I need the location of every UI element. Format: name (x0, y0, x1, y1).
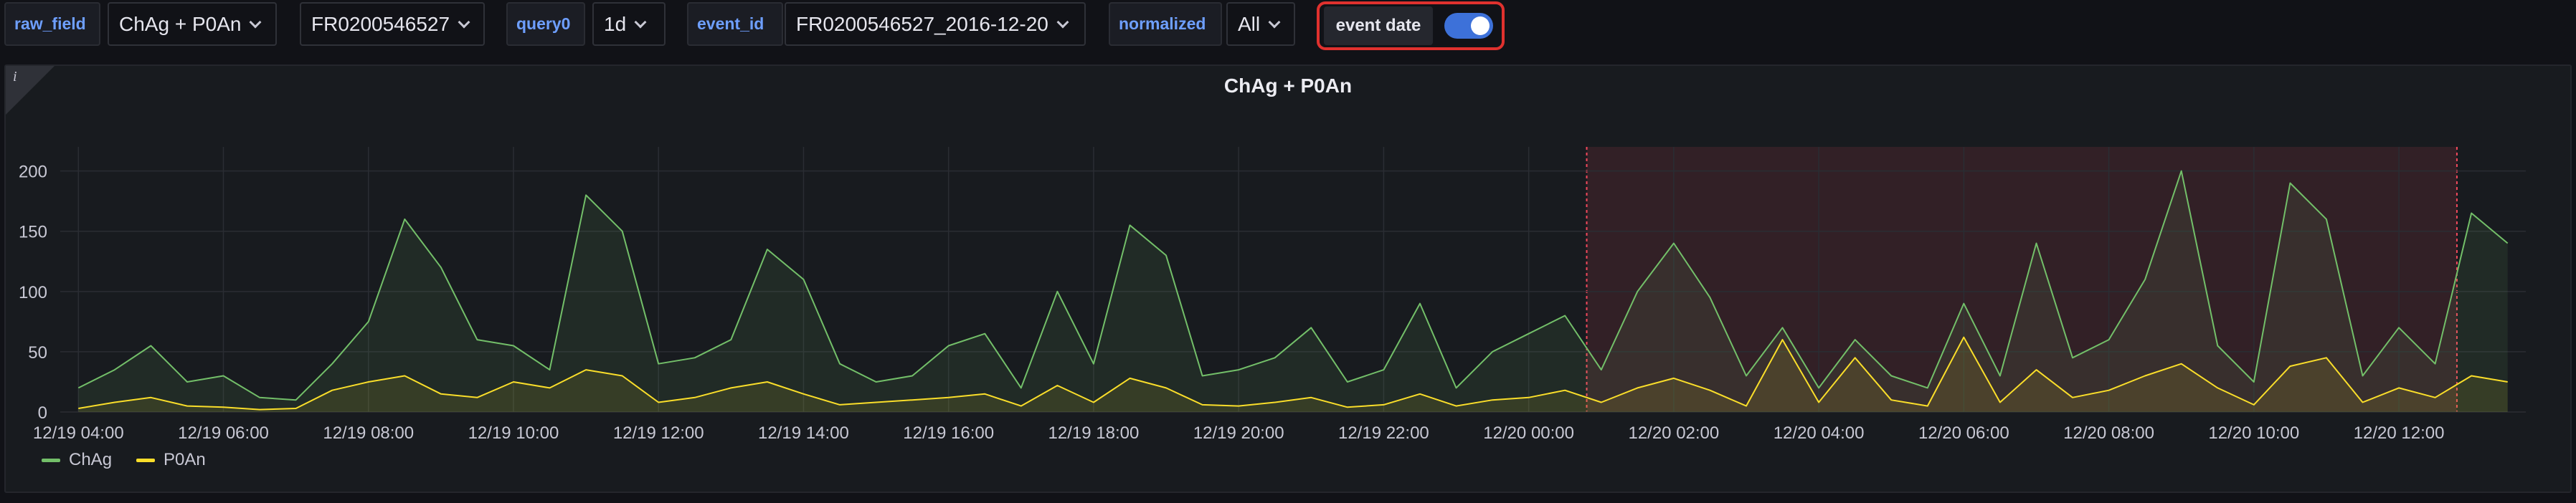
series-area-p0an (78, 337, 2508, 412)
event-region-layer (1586, 147, 2458, 412)
legend-swatch-chag (42, 458, 60, 462)
event-id-select[interactable]: FR0200546527_2016-12-20 (785, 2, 1086, 46)
variables-toolbar: raw_field ChAg + P0An FR0200546527 query… (0, 0, 2576, 57)
series-area-chag (78, 171, 2508, 412)
event-id-value: FR0200546527_2016-12-20 (796, 12, 1048, 35)
x-tick-label: 12/20 00:00 (1483, 423, 1574, 443)
x-tick-label: 12/20 06:00 (1918, 423, 2009, 443)
raw-field-value: ChAg + P0An (119, 12, 242, 35)
y-tick-label: 100 (19, 283, 47, 302)
legend-item-p0an[interactable]: P0An (136, 450, 206, 470)
query0-value: 1d (604, 12, 627, 35)
legend-item-chag[interactable]: ChAg (42, 450, 112, 470)
raw-field-select[interactable]: ChAg + P0An (108, 2, 277, 46)
x-tick-label: 12/20 02:00 (1628, 423, 1719, 443)
y-tick-label: 200 (19, 163, 47, 182)
y-tick-label: 50 (28, 343, 47, 363)
toggle-knob (1471, 16, 1490, 35)
chart-panel (4, 64, 2572, 493)
x-tick-label: 12/19 14:00 (758, 423, 849, 443)
station-value: FR0200546527 (311, 12, 450, 35)
x-tick-label: 12/19 22:00 (1338, 423, 1429, 443)
x-tick-label: 12/19 12:00 (613, 423, 704, 443)
x-tick-label: 12/19 04:00 (33, 423, 124, 443)
chart-title: ChAg + P0An (1223, 75, 1353, 97)
x-tick-label: 12/19 10:00 (468, 423, 559, 443)
y-axis: 0 50 100 150 200 (19, 163, 47, 423)
normalized-select[interactable]: All (1226, 2, 1295, 46)
query0-label: query0 (506, 2, 585, 46)
y-tick-label: 0 (38, 403, 47, 423)
x-tick-label: 12/20 04:00 (1774, 423, 1865, 443)
event-region (1586, 147, 2457, 412)
event-id-label: event_id (687, 2, 783, 46)
legend-label-chag: ChAg (69, 450, 113, 469)
event-date-group: event date (1317, 1, 1505, 50)
x-tick-label: 12/19 20:00 (1193, 423, 1284, 443)
legend-swatch-p0an (136, 458, 156, 462)
x-tick-label: 12/20 12:00 (2354, 423, 2445, 443)
event-date-label: event date (1324, 6, 1433, 45)
panel-info-corner[interactable] (6, 66, 55, 115)
info-icon[interactable]: i (13, 69, 17, 85)
x-tick-label: 12/20 08:00 (2063, 423, 2154, 443)
series-layer (77, 170, 2509, 412)
x-tick-label: 12/20 10:00 (2208, 423, 2299, 443)
event-date-toggle[interactable] (1444, 13, 1493, 39)
y-tick-label: 150 (19, 223, 47, 242)
raw-field-label: raw_field (4, 2, 100, 46)
station-select[interactable]: FR0200546527 (300, 2, 485, 46)
x-tick-label: 12/19 08:00 (323, 423, 414, 443)
x-axis: 12/19 04:00 12/19 06:00 12/19 08:00 12/19 1… (33, 423, 2445, 443)
normalized-value: All (1238, 12, 1261, 35)
x-tick-label: 12/19 16:00 (903, 423, 994, 443)
series-line-chag (77, 170, 2509, 401)
normalized-label: normalized (1109, 2, 1222, 46)
x-tick-label: 12/19 18:00 (1048, 423, 1140, 443)
legend: ChAg P0An (42, 450, 230, 470)
legend-label-p0an: P0An (164, 450, 206, 469)
series-line-p0an (78, 336, 2508, 411)
query0-select[interactable]: 1d (592, 2, 666, 46)
grid-layer (60, 147, 2526, 413)
x-tick-label: 12/19 06:00 (178, 423, 269, 443)
